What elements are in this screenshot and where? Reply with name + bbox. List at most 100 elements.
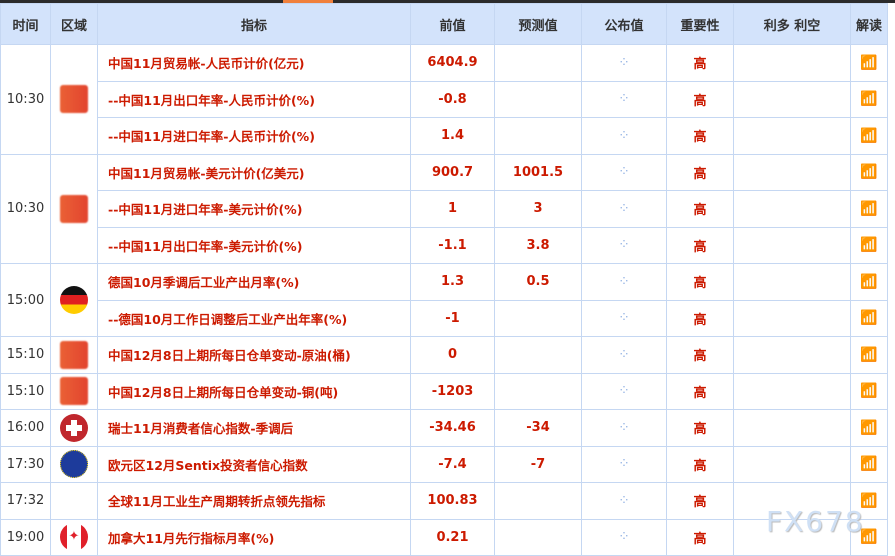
forecast-value [494,299,582,337]
calendar-table: 时间 区域 指标 前值 预测值 公布值 重要性 利多 利空 解读 10:30 中国… [0,3,888,556]
interpret-button[interactable]: 📶 [850,117,888,155]
table-row: --中国11月进口年率-美元计价(%) 1 3 ⁘ 高 📶 [1,190,888,228]
loading-spinner-icon: ⁘ [618,91,630,108]
indicator-name[interactable]: --德国10月工作日调整后工业产出年率(%) [97,299,411,337]
impact-cell [733,117,851,155]
chart-icon: 📶 [860,456,878,473]
canada-flag-icon: ✦ [60,523,88,552]
chart-icon: 📶 [860,273,878,290]
impact-cell [733,153,851,191]
impact-cell [733,226,851,264]
region-cell [50,153,98,264]
header-row: 时间 区域 指标 前值 预测值 公布值 重要性 利多 利空 解读 [0,3,888,45]
indicator-name[interactable]: 中国12月8日上期所每日仓单变动-铜(吨) [97,372,411,410]
china-flag-icon [60,194,88,223]
indicator-name[interactable]: --中国11月出口年率-美元计价(%) [97,226,411,264]
table-row: --中国11月进口年率-人民币计价(%) 1.4 ⁘ 高 📶 [1,117,888,155]
actual-value: ⁘ [581,336,667,374]
interpret-button[interactable]: 📶 [850,153,888,191]
impact-cell [733,336,851,374]
indicator-name[interactable]: 全球11月工业生产周期转折点领先指标 [97,482,411,520]
indicator-name[interactable]: 欧元区12月Sentix投资者信心指数 [97,445,411,483]
table-row: 10:30 中国11月贸易帐-美元计价(亿美元) 900.7 1001.5 ⁘ 高 📶 [0,153,888,264]
forecast-value [494,117,582,155]
previous-value: 0 [410,336,495,374]
previous-value: -1203 [410,372,495,410]
table-row: 16:00 瑞士11月消费者信心指数-季调后 -34.46 -34 ⁘ 高 📶 [0,409,888,447]
chart-icon: 📶 [860,91,878,108]
impact-cell [733,518,851,556]
indicator-name[interactable]: 瑞士11月消费者信心指数-季调后 [97,409,411,447]
actual-value: ⁘ [581,226,667,264]
forecast-value [494,80,582,118]
indicator-name[interactable]: --中国11月出口年率-人民币计价(%) [97,80,411,118]
chart-icon: 📶 [860,54,878,71]
header-interpret: 解读 [850,3,888,45]
previous-value: -0.8 [410,80,495,118]
forecast-value [494,482,582,520]
china-flag-icon [60,377,88,406]
impact-cell [733,80,851,118]
region-cell [50,445,98,483]
interpret-button[interactable]: 📶 [850,190,888,228]
header-indicator: 指标 [97,3,411,45]
indicator-name[interactable]: --中国11月进口年率-美元计价(%) [97,190,411,228]
actual-value: ⁘ [581,409,667,447]
impact-cell [733,482,851,520]
event-time: 16:00 [0,409,51,447]
interpret-button[interactable]: 📶 [850,482,888,520]
interpret-button[interactable]: 📶 [850,445,888,483]
indicator-name[interactable]: 德国10月季调后工业产出月率(%) [97,263,411,301]
interpret-button[interactable]: 📶 [850,409,888,447]
event-time: 15:10 [0,336,51,374]
actual-value: ⁘ [581,518,667,556]
previous-value: 100.83 [410,482,495,520]
importance: 高 [666,44,734,82]
forecast-value: 0.5 [494,263,582,301]
event-time: 17:30 [0,445,51,483]
chart-icon: 📶 [860,200,878,217]
importance: 高 [666,409,734,447]
header-forecast: 预测值 [494,3,582,45]
previous-value: -1.1 [410,226,495,264]
impact-cell [733,409,851,447]
region-cell [50,336,98,374]
actual-value: ⁘ [581,44,667,82]
interpret-button[interactable]: 📶 [850,226,888,264]
chart-icon: 📶 [860,310,878,327]
forecast-value [494,372,582,410]
event-time: 17:32 [0,482,51,520]
indicator-name[interactable]: 中国11月贸易帐-人民币计价(亿元) [97,44,411,82]
importance: 高 [666,263,734,301]
loading-spinner-icon: ⁘ [618,273,630,290]
event-time: 15:10 [0,372,51,410]
chart-icon: 📶 [860,492,878,509]
indicator-name[interactable]: --中国11月进口年率-人民币计价(%) [97,117,411,155]
forecast-value: 3.8 [494,226,582,264]
interpret-button[interactable]: 📶 [850,44,888,82]
watermark: FX678 [766,505,865,538]
chart-icon: 📶 [860,346,878,363]
indicator-name[interactable]: 中国12月8日上期所每日仓单变动-原油(桶) [97,336,411,374]
interpret-button[interactable]: 📶 [850,299,888,337]
interpret-button[interactable]: 📶 [850,336,888,374]
forecast-value [494,518,582,556]
chart-icon: 📶 [860,127,878,144]
indicator-name[interactable]: 中国11月贸易帐-美元计价(亿美元) [97,153,411,191]
eu-flag-icon [60,450,88,479]
interpret-button[interactable]: 📶 [850,263,888,301]
interpret-button[interactable]: 📶 [850,80,888,118]
impact-cell [733,263,851,301]
switzerland-flag-icon [60,413,88,442]
importance: 高 [666,336,734,374]
indicator-name[interactable]: 加拿大11月先行指标月率(%) [97,518,411,556]
interpret-button[interactable]: 📶 [850,518,888,556]
event-time: 19:00 [0,518,51,556]
region-cell [50,44,98,155]
forecast-value: -34 [494,409,582,447]
germany-flag-icon [60,286,88,314]
interpret-button[interactable]: 📶 [850,372,888,410]
loading-spinner-icon: ⁘ [618,456,630,473]
previous-value: -1 [410,299,495,337]
importance: 高 [666,190,734,228]
